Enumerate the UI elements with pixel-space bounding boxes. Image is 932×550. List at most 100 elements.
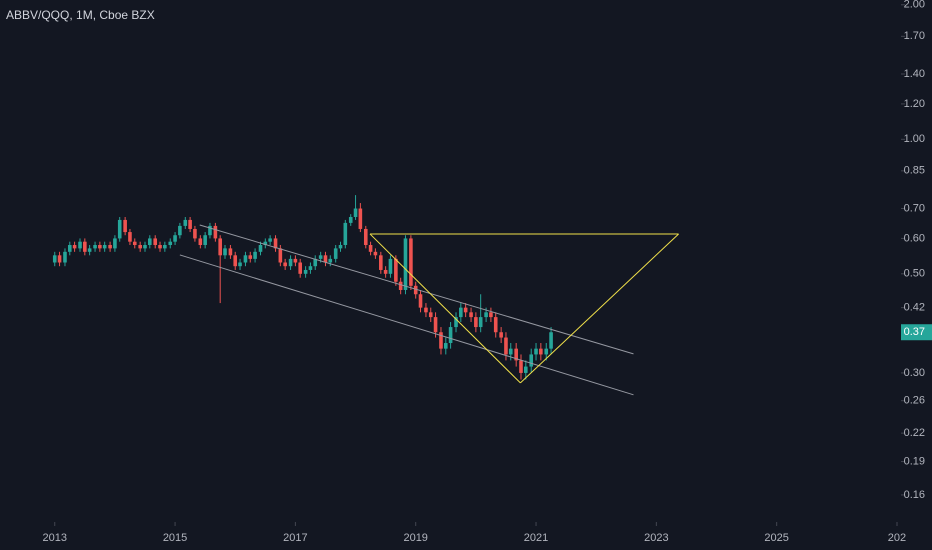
x-tick-label: 2019: [403, 532, 427, 544]
y-tick-label: 0.60: [904, 232, 925, 244]
candle-body: [193, 228, 197, 239]
candle-body: [454, 317, 458, 328]
candle-body: [348, 217, 353, 223]
candle-body: [403, 238, 408, 290]
candle-body: [188, 219, 192, 229]
candle-body: [463, 307, 468, 313]
x-tick-label: 2015: [163, 532, 187, 544]
candle-body: [143, 245, 147, 249]
candle-body: [178, 225, 182, 236]
candle-body: [358, 208, 363, 229]
y-tick-label: 0.42: [904, 302, 925, 314]
candle-body: [493, 317, 498, 333]
candle-body: [353, 208, 358, 218]
candle-body: [459, 307, 463, 318]
candle-body: [108, 245, 112, 249]
y-tick-label: 0.50: [904, 268, 925, 280]
candle-body: [388, 258, 393, 274]
candle-body: [418, 294, 423, 308]
plot: [52, 195, 679, 396]
candle-body: [379, 255, 383, 270]
candle-body: [248, 255, 253, 259]
x-tick-label: 2025: [764, 532, 788, 544]
y-tick-label: 2.00: [904, 0, 925, 11]
last-price-label: 0.37: [904, 326, 925, 338]
candle-body: [213, 225, 218, 239]
candle-body: [173, 235, 177, 242]
candle-body: [123, 219, 127, 233]
candle-body: [57, 255, 62, 263]
candle-body: [514, 348, 518, 361]
candle-body: [72, 245, 77, 249]
last-price-box: [901, 324, 932, 341]
candle-body: [163, 245, 167, 249]
candle-body: [328, 258, 333, 263]
candle-body: [168, 241, 173, 246]
candle-body: [499, 332, 503, 338]
candle-body: [504, 337, 508, 355]
candle-body: [138, 245, 142, 249]
candle-body: [428, 312, 433, 318]
candle-body: [489, 312, 493, 318]
candle-body: [183, 219, 188, 226]
candle-body: [539, 348, 543, 355]
candle-body: [102, 245, 107, 249]
candle-body: [63, 251, 67, 263]
candle-body: [469, 312, 473, 318]
candle-body: [338, 245, 343, 249]
candle-body: [147, 238, 152, 246]
y-tick-label: 0.30: [904, 367, 925, 379]
candle-body: [113, 238, 117, 249]
candle-body: [52, 255, 57, 263]
candle-body: [534, 348, 538, 355]
candle-body: [278, 248, 283, 263]
candle-body: [484, 312, 488, 318]
candle-body: [223, 248, 227, 256]
candle-body: [519, 360, 523, 373]
candle-body: [398, 281, 403, 290]
candle-body: [439, 332, 443, 349]
candle-body: [448, 327, 453, 344]
candle-body: [238, 262, 242, 267]
candle-body: [128, 232, 132, 242]
candle-body: [203, 235, 207, 246]
candle-body: [273, 238, 278, 249]
candle-body: [208, 225, 212, 236]
candle-body: [83, 241, 87, 252]
candle-body: [243, 255, 248, 263]
candle-body: [333, 248, 338, 259]
candle-body: [78, 241, 82, 249]
x-tick-label: 2013: [43, 532, 67, 544]
candle-body: [363, 228, 368, 246]
candle-body: [158, 245, 162, 249]
candle-body: [218, 238, 222, 256]
trend-line: [179, 254, 634, 396]
y-tick-label: 1.00: [904, 133, 925, 145]
candle-body: [263, 241, 268, 246]
candle-body: [424, 307, 428, 313]
candle-body: [293, 258, 298, 263]
trend-line: [520, 233, 679, 384]
y-tick-label: 1.20: [904, 98, 925, 110]
candle-body: [318, 255, 323, 259]
y-tick-label: 0.85: [904, 165, 925, 177]
candle-body: [93, 245, 97, 249]
candle-body: [283, 262, 287, 267]
candle-body: [98, 245, 102, 249]
trend-line: [369, 233, 521, 384]
y-tick-label: 1.70: [904, 30, 925, 42]
y-tick-label: 1.40: [904, 68, 925, 80]
candle-body: [253, 251, 257, 259]
x-tick-label: 2023: [644, 532, 668, 544]
x-tick-label: 2021: [524, 532, 548, 544]
candle-body: [258, 245, 263, 252]
candle-body: [413, 285, 418, 295]
candle-body: [549, 332, 553, 349]
candle-body: [298, 262, 303, 274]
candle-body: [323, 255, 328, 263]
y-tick-label: 0.70: [904, 202, 925, 214]
y-tick-label: 0.19: [904, 455, 925, 467]
candle-body: [303, 269, 308, 274]
candle-body: [67, 245, 72, 252]
